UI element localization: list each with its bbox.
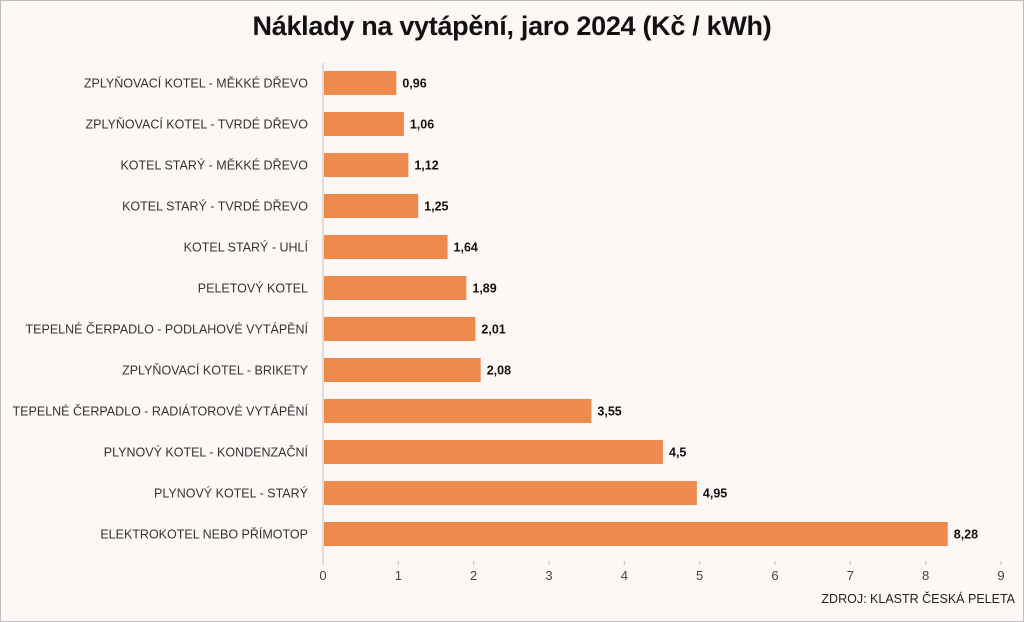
bar [324,522,948,546]
category-label: PELETOVÝ KOTEL [198,281,308,296]
x-tick-label: 6 [771,568,778,583]
bar [324,440,663,464]
bar [324,112,404,136]
bar [324,153,409,177]
x-tick-label: 0 [319,568,326,583]
x-tick-label: 9 [997,568,1004,583]
bar [324,358,481,382]
x-tick-label: 1 [395,568,402,583]
value-label: 1,64 [454,241,478,255]
value-label: 1,25 [424,200,448,214]
bar [324,399,592,423]
x-tick-label: 2 [470,568,477,583]
bar [324,276,467,300]
value-label: 2,01 [481,323,505,337]
value-label: 3,55 [597,405,621,419]
x-tick-label: 5 [696,568,703,583]
category-label: KOTEL STARÝ - MĚKKÉ DŘEVO [120,158,308,173]
bar [324,194,419,218]
value-label: 8,28 [954,528,978,542]
value-label: 1,12 [414,159,438,173]
category-label: TEPELNÉ ČERPADLO - RADIÁTOROVÉ VYTÁPĚNÍ [13,404,309,419]
value-label: 1,06 [410,118,434,132]
x-tick-label: 8 [922,568,929,583]
bar [324,71,397,95]
category-label: ZPLYŇOVACÍ KOTEL - MĚKKÉ DŘEVO [84,76,308,91]
category-label: KOTEL STARÝ - UHLÍ [184,240,309,255]
value-label: 4,95 [703,487,727,501]
category-label: TEPELNÉ ČERPADLO - PODLAHOVÉ VYTÁPĚNÍ [26,322,309,337]
x-tick-label: 7 [847,568,854,583]
value-label: 4,5 [669,446,686,460]
category-label: KOTEL STARÝ - TVRDÉ DŘEVO [122,199,308,214]
bar [324,317,476,341]
category-label: PLYNOVÝ KOTEL - KONDENZAČNÍ [104,445,309,460]
x-tick-label: 3 [545,568,552,583]
category-label: ZPLYŇOVACÍ KOTEL - BRIKETY [122,363,309,378]
category-label: ZPLYŇOVACÍ KOTEL - TVRDÉ DŘEVO [86,117,309,132]
value-label: 1,89 [472,282,496,296]
category-label: PLYNOVÝ KOTEL - STARÝ [154,486,309,501]
category-label: ELEKTROKOTEL NEBO PŘÍMOTOP [100,527,308,542]
bar [324,481,697,505]
source-note: ZDROJ: KLASTR ČESKÁ PELETA [821,592,1015,606]
value-label: 0,96 [402,77,426,91]
value-label: 2,08 [487,364,511,378]
chart-title: Náklady na vytápění, jaro 2024 (Kč / kWh… [252,11,772,41]
x-tick-label: 4 [621,568,628,583]
bar [324,235,448,259]
